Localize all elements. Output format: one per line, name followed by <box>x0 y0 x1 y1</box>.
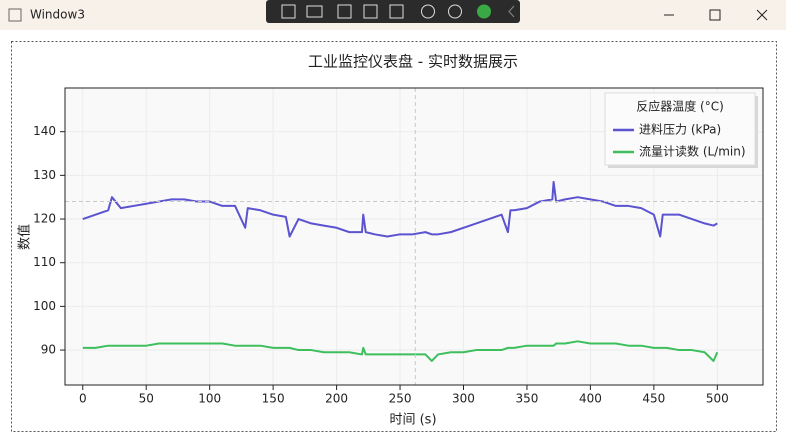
toolbar-btn[interactable] <box>363 4 378 19</box>
series-line <box>82 340 719 362</box>
x-tick-label: 300 <box>452 392 475 406</box>
toolbar-btn[interactable] <box>389 4 404 19</box>
debug-toolbar <box>266 0 520 23</box>
toolbar-btn[interactable] <box>306 5 323 18</box>
chart-title: 工业监控仪表盘 - 实时数据展示 <box>308 53 518 71</box>
close-btn[interactable] <box>756 9 768 21</box>
toolbar-btn[interactable] <box>421 4 435 19</box>
y-tick-label: 120 <box>33 212 56 226</box>
x-tick-label: 400 <box>579 392 602 406</box>
toolbar-btn[interactable] <box>477 4 491 19</box>
y-tick-label: 130 <box>33 168 56 182</box>
x-tick-label: 200 <box>325 392 348 406</box>
grid <box>65 88 763 385</box>
x-tick-label: 50 <box>139 392 154 406</box>
legend-label: 进料压力 (kPa) <box>639 123 721 137</box>
legend-label: 流量计读数 (L/min) <box>639 144 746 159</box>
x-tick-label: 350 <box>515 392 538 406</box>
legend-title: 反应器温度 (°C) <box>636 99 724 114</box>
maximize-btn[interactable] <box>709 9 721 21</box>
x-tick-label: 0 <box>79 392 87 406</box>
x-tick-label: 150 <box>262 392 285 406</box>
y-axis-label: 数值 <box>17 224 33 250</box>
y-tick-label: 110 <box>33 255 56 269</box>
toolbar-btn[interactable] <box>448 4 462 19</box>
legend: 反应器温度 (°C) 进料压力 (kPa) 流量计读数 (L/min) <box>604 92 758 168</box>
x-axis-label: 时间 (s) <box>389 413 436 428</box>
window-title: Window3 <box>30 8 85 22</box>
window-controls <box>664 9 768 21</box>
x-tick-label: 250 <box>389 392 412 406</box>
series-line <box>82 180 718 238</box>
content-border <box>11 41 777 432</box>
y-tick-label: 100 <box>33 299 56 313</box>
x-tick-label: 450 <box>642 392 665 406</box>
plot <box>65 88 763 385</box>
x-tick-label: 500 <box>706 392 729 406</box>
x-tick-label: 100 <box>198 392 221 406</box>
toolbar-collapse[interactable] <box>508 5 515 18</box>
toolbar-btn[interactable] <box>337 4 352 19</box>
app-icon <box>8 8 22 22</box>
toolbar-bg <box>266 0 520 23</box>
toolbar-btn[interactable] <box>281 4 296 19</box>
y-tick-label: 140 <box>33 124 56 138</box>
y-tick-label: 90 <box>41 343 56 357</box>
plot-frame <box>64 87 764 386</box>
